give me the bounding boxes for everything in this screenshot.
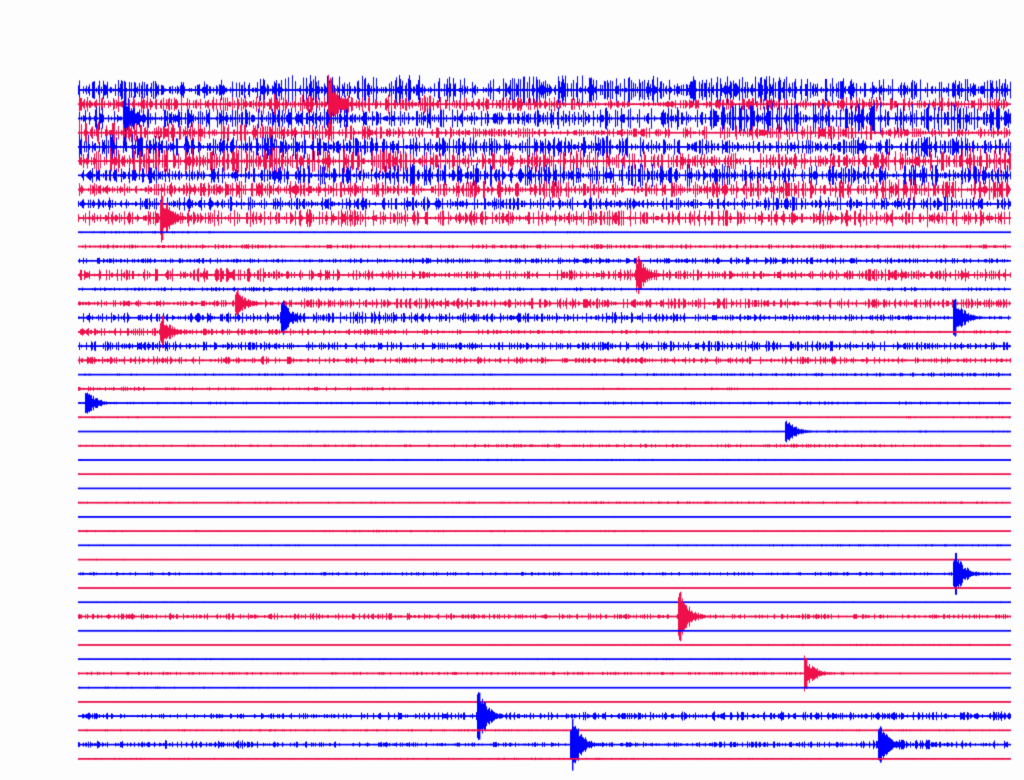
seismogram-plot (0, 0, 1024, 780)
helicorder-page: HA Domvrena, Viotia Applied filter: WWSS… (0, 0, 1024, 780)
